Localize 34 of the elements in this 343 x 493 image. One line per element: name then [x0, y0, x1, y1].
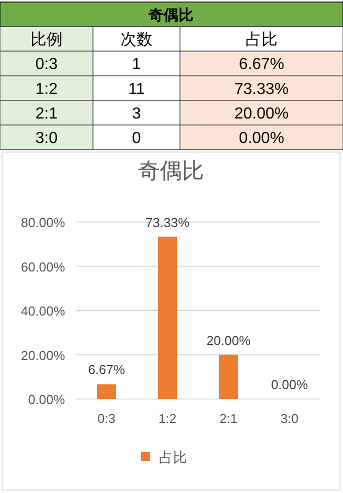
data-label: 73.33% [234, 80, 289, 98]
y-tick-label: 80.00% [20, 215, 66, 230]
data-label: 20.00% [234, 105, 289, 122]
text: 奇偶比 [148, 7, 194, 24]
y-tick-label: 20.00% [20, 348, 66, 363]
series-label: 次数 [120, 32, 152, 49]
data-label: 6.67% [88, 362, 126, 378]
category-label: 1:2 [35, 80, 58, 98]
x-tick-label: 3:0 [280, 411, 299, 426]
y-tick-label: 60.00% [20, 259, 66, 274]
data-label: 1 [132, 56, 142, 74]
x-tick-label: 1:2 [158, 411, 177, 426]
data-label: 3 [132, 105, 142, 122]
x-tick-label: 0:3 [97, 411, 116, 426]
category-label: 2:1 [35, 105, 58, 122]
category-label: 3:0 [35, 130, 58, 147]
data-label: 0 [132, 130, 142, 147]
bar [158, 236, 177, 399]
data-label: 6.67% [238, 56, 284, 74]
data-label: 20.00% [206, 332, 251, 348]
data-label: 73.33% [145, 214, 190, 230]
x-tick-label: 2:1 [219, 411, 238, 426]
legend-label: 占比 [159, 449, 187, 465]
data-label: 0.00% [238, 130, 284, 147]
data-label: 0.00% [271, 377, 308, 392]
bar [97, 384, 116, 399]
bar [219, 354, 238, 399]
y-tick-label: 40.00% [20, 304, 66, 318]
category-label: 0:3 [35, 56, 58, 74]
text: 比例 [30, 30, 62, 49]
data-label: 11 [128, 80, 145, 98]
series-label: 占比 [246, 30, 278, 49]
chart-title: 奇偶比 [138, 158, 204, 183]
y-tick-label: 0.00% [28, 392, 66, 407]
